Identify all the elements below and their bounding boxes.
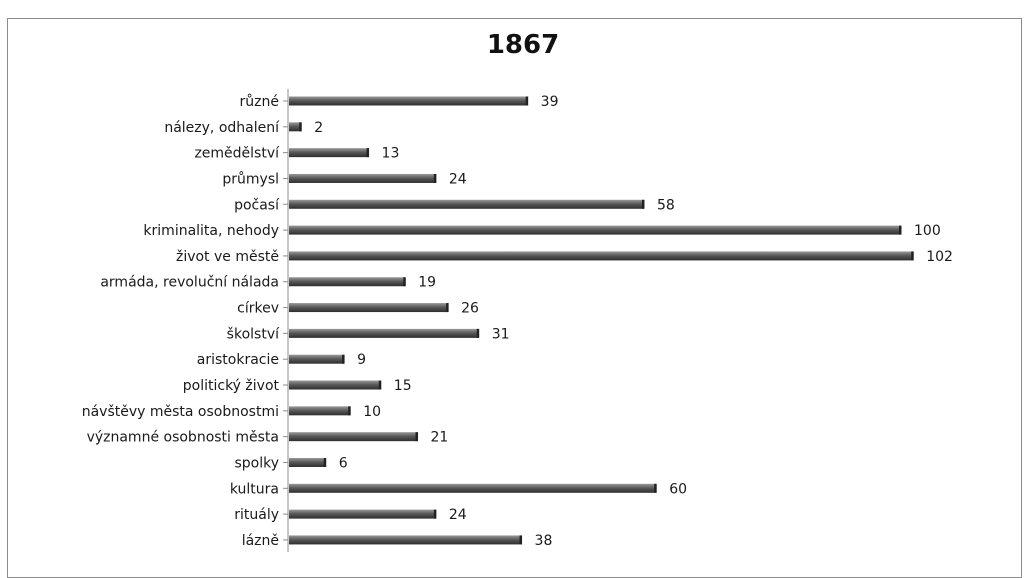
value-label: 60 [669,481,687,497]
value-label: 21 [431,430,449,446]
value-label: 13 [382,146,400,162]
chart-title: 1867 [486,30,560,60]
bar [289,354,345,364]
category-label: významné osobnosti města [87,430,279,446]
category-label: armáda, revoluční nálada [100,275,279,291]
value-label: 26 [461,301,479,317]
category-label: kriminalita, nehody [143,223,279,239]
value-label: 9 [357,352,366,368]
value-label: 100 [914,223,941,239]
category-label: lázně [242,533,279,549]
category-label: různé [240,94,279,110]
category-label: život ve městě [176,249,279,265]
bar [289,148,370,158]
bar [289,251,914,261]
value-label: 24 [449,171,467,187]
value-label: 10 [363,404,381,420]
bar [289,225,902,235]
category-label: spolky [234,455,279,471]
category-label: nálezy, odhalení [164,120,280,136]
bar [289,328,480,338]
value-label: 15 [394,378,412,394]
value-label: 39 [541,94,559,110]
category-label: církev [237,301,279,317]
value-label: 58 [657,197,675,213]
category-label: aristokracie [197,352,279,368]
value-label: 38 [535,533,553,549]
bar [289,303,449,313]
value-label: 31 [492,326,510,342]
bar [289,509,437,519]
category-label: školství [227,326,280,342]
category-label: kultura [230,481,279,497]
category-label: zemědělství [194,146,280,162]
value-label: 6 [339,455,348,471]
category-label: návštěvy města osobnostmi [82,404,279,420]
category-label: rituály [234,507,279,523]
bar [289,535,523,545]
bar [289,173,437,183]
bar [289,122,302,132]
bar [289,457,327,467]
value-label: 2 [314,120,323,136]
bar [289,277,406,287]
bar [289,199,645,209]
value-label: 102 [926,249,953,265]
bar [289,406,351,416]
bar [289,96,529,106]
bar [289,432,419,442]
value-label: 19 [418,275,436,291]
value-label: 24 [449,507,467,523]
category-label: průmysl [222,171,279,187]
bar [289,380,382,390]
bar [289,483,657,493]
category-label: politický život [183,378,280,394]
category-label: počasí [234,197,280,213]
